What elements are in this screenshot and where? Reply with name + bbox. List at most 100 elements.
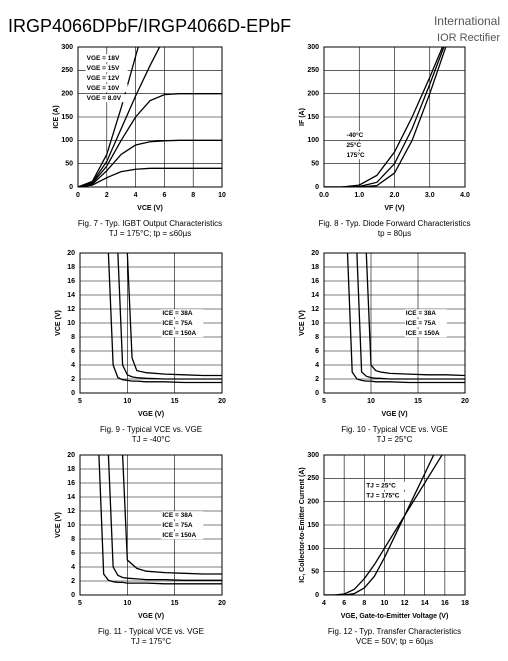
x-tick-label: 10 — [123, 398, 131, 405]
legend-label: VGE = 12V — [87, 75, 120, 82]
figure-caption: Fig. 7 - Typ. IGBT Output Characteristic… — [78, 219, 222, 228]
y-axis-label: IF (A) — [299, 108, 306, 126]
y-tick-label: 6 — [315, 348, 319, 355]
legend-label: ICE = 38A — [406, 310, 436, 317]
y-tick-label: 0 — [315, 184, 319, 191]
y-axis-label: IC, Collector-to-Emitter Current (A) — [299, 467, 306, 583]
legend-bg — [161, 329, 204, 338]
x-tick-label: 4.0 — [460, 192, 470, 199]
x-tick-label: 6 — [162, 192, 166, 199]
x-tick-label: 8 — [362, 600, 366, 607]
legend-label: VGE = 18V — [87, 55, 120, 62]
legend-label: ICE = 38A — [162, 310, 192, 317]
x-tick-label: 10 — [381, 600, 389, 607]
x-tick-label: 5 — [78, 398, 82, 405]
legend-label: 175°C — [347, 151, 365, 159]
y-tick-label: 4 — [71, 362, 75, 369]
legend-label: ICE = 75A — [162, 522, 192, 529]
series-line — [346, 253, 465, 384]
y-tick-label: 0 — [71, 390, 75, 397]
series-line — [117, 253, 222, 380]
legend-label: VGE = 8.0V — [87, 95, 122, 102]
y-tick-label: 18 — [67, 264, 75, 271]
legend-bg — [85, 94, 128, 103]
y-tick-label: 12 — [67, 306, 75, 313]
y-tick-label: 16 — [311, 278, 319, 285]
legend-bg — [404, 329, 447, 338]
series-line — [107, 253, 222, 384]
series-line — [98, 455, 222, 585]
x-tick-label: 18 — [461, 600, 469, 607]
brand-line: International — [434, 14, 500, 28]
legend-label: ICE = 75A — [406, 320, 436, 327]
series-line — [78, 139, 222, 187]
y-tick-label: 20 — [311, 250, 319, 257]
y-axis-label: ICE (A) — [53, 105, 60, 128]
x-tick-label: 5 — [78, 600, 82, 607]
series-line — [324, 47, 447, 187]
x-tick-label: 15 — [171, 600, 179, 607]
series-line — [78, 167, 222, 187]
y-tick-label: 6 — [71, 550, 75, 557]
y-tick-label: 0 — [71, 592, 75, 599]
legend-label: VGE = 15V — [87, 65, 120, 72]
figure-caption: Fig. 8 - Typ. Diode Forward Characterist… — [319, 219, 471, 228]
x-tick-label: 16 — [441, 600, 449, 607]
legend-label: ICE = 38A — [162, 512, 192, 519]
y-tick-label: 10 — [67, 522, 75, 529]
legend-label: TJ = 25°C — [366, 482, 396, 490]
x-tick-label: 0.0 — [319, 192, 329, 199]
x-tick-label: 6 — [342, 600, 346, 607]
y-tick-label: 16 — [67, 278, 75, 285]
y-tick-label: 6 — [71, 348, 75, 355]
x-tick-label: 5 — [322, 398, 326, 405]
y-tick-label: 8 — [71, 536, 75, 543]
legend-bg — [85, 84, 128, 93]
x-tick-label: 0 — [76, 192, 80, 199]
y-tick-label: 14 — [67, 494, 75, 501]
legend-bg — [85, 54, 128, 63]
y-tick-label: 300 — [307, 44, 319, 51]
figure-subcaption: VCE = 50V; tp = 60µs — [356, 637, 433, 646]
legend-label: 25°C — [347, 141, 362, 149]
y-tick-label: 150 — [61, 114, 73, 121]
legend-bg — [345, 131, 388, 140]
y-axis-label: VCE (V) — [299, 310, 306, 336]
y-tick-label: 250 — [307, 67, 319, 74]
legend-bg — [161, 309, 204, 318]
legend-bg — [404, 309, 447, 318]
series-line — [356, 253, 465, 380]
figure-subcaption: TJ = 175°C — [131, 637, 172, 646]
y-tick-label: 4 — [71, 564, 75, 571]
x-tick-label: 20 — [461, 398, 469, 405]
x-axis-label: VF (V) — [384, 205, 404, 212]
legend-label: ICE = 150A — [162, 330, 196, 337]
x-tick-label: 2 — [105, 192, 109, 199]
y-tick-label: 20 — [67, 452, 75, 459]
legend-label: ICE = 75A — [162, 320, 192, 327]
y-tick-label: 300 — [61, 44, 73, 51]
y-axis-label: VCE (V) — [55, 310, 62, 336]
y-tick-label: 10 — [311, 320, 319, 327]
y-tick-label: 0 — [69, 184, 73, 191]
y-tick-label: 200 — [61, 91, 73, 98]
x-tick-label: 3.0 — [425, 192, 435, 199]
y-tick-label: 50 — [311, 569, 319, 576]
x-tick-label: 20 — [218, 600, 226, 607]
x-axis-label: VGE (V) — [381, 411, 407, 418]
series-line — [365, 253, 465, 377]
legend-bg — [161, 521, 204, 530]
legend-bg — [345, 151, 388, 160]
figure-caption: Fig. 9 - Typical VCE vs. VGE — [100, 425, 202, 434]
series-line — [78, 47, 139, 187]
x-tick-label: 10 — [367, 398, 375, 405]
y-tick-label: 250 — [61, 67, 73, 74]
x-tick-label: 15 — [414, 398, 422, 405]
y-tick-label: 16 — [67, 480, 75, 487]
legend-bg — [85, 64, 128, 73]
y-tick-label: 8 — [315, 334, 319, 341]
y-tick-label: 250 — [307, 475, 319, 482]
x-axis-label: VGE (V) — [138, 613, 164, 620]
figure-caption: Fig. 12 - Typ. Transfer Characteristics — [328, 627, 461, 636]
x-tick-label: 4 — [134, 192, 138, 199]
